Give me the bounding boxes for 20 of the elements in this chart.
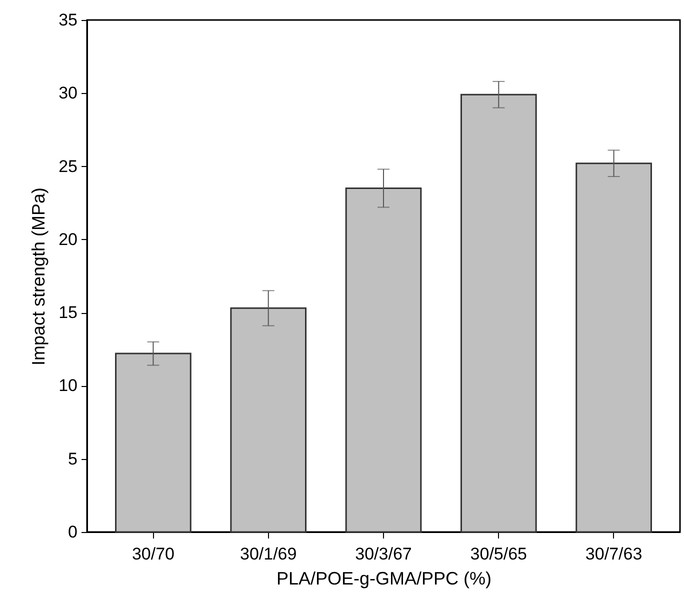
x-axis-title: PLA/POE-g-GMA/PPC (%)	[276, 568, 492, 588]
x-tick-label: 30/1/69	[240, 544, 297, 564]
x-tick-label: 30/5/65	[470, 544, 528, 564]
bar	[460, 94, 537, 533]
bar	[345, 187, 422, 533]
y-tick-label: 30	[58, 84, 78, 103]
bar	[115, 352, 192, 533]
bar	[230, 307, 307, 533]
x-tick-label: 30/3/67	[355, 544, 412, 564]
y-tick-label: 25	[58, 156, 78, 176]
y-tick-label: 0	[68, 522, 78, 542]
y-tick-label: 5	[68, 449, 78, 468]
y-tick-label: 20	[58, 230, 78, 249]
bar	[576, 162, 652, 533]
y-tick-label: 15	[58, 303, 78, 322]
y-tick-label: 10	[58, 376, 78, 396]
y-tick-label: 35	[58, 10, 78, 30]
x-tick-label: 30/7/63	[585, 544, 642, 564]
x-tick-label: 30/70	[132, 544, 174, 564]
y-axis-title: Impact strength (MPa)	[28, 187, 49, 366]
